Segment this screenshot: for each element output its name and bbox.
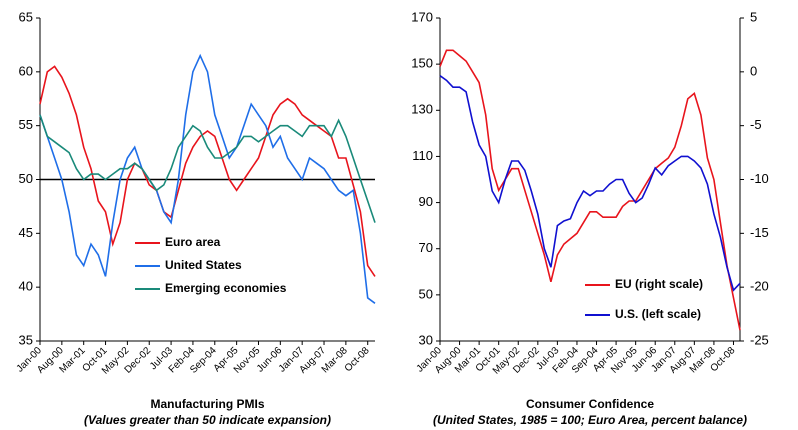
series-line [39,53,376,304]
y-tick-label: 150 [411,56,433,71]
series-line [439,49,741,331]
y-tick-label: 60 [19,63,33,78]
chart-subtitle: (Values greater than 50 indicate expansi… [84,413,331,427]
y2-tick-label: -15 [750,225,769,240]
y2-tick-label: -25 [750,332,769,347]
y-tick-label: 70 [419,240,433,255]
legend-label: Emerging economies [165,281,287,295]
y-tick-label: 65 [19,9,33,24]
legend-label: Euro area [165,235,221,249]
y-tick-label: 110 [412,148,433,163]
y-tick-label: 30 [419,332,433,347]
y-tick-label: 130 [411,102,433,117]
y2-tick-label: -5 [750,117,762,132]
y-tick-label: 50 [419,286,433,301]
series-line [439,75,741,292]
chart-subtitle: (United States, 1985 = 100; Euro Area, p… [433,413,747,427]
y-tick-label: 45 [19,225,33,240]
series-line [39,65,376,277]
chart-title: Consumer Confidence [526,397,654,411]
y-tick-label: 50 [19,171,33,186]
legend-label: U.S. (left scale) [615,307,701,321]
y2-tick-label: 0 [750,63,757,78]
y-tick-label: 90 [419,194,433,209]
y-tick-label: 170 [411,9,433,24]
y2-tick-label: -10 [750,171,769,186]
y-tick-label: 40 [19,279,33,294]
x-tick-label: Oct-08 [343,345,372,374]
y-tick-label: 35 [19,332,33,347]
series-line [39,114,376,223]
y2-tick-label: 5 [750,9,757,24]
legend-label: EU (right scale) [615,277,703,291]
y2-tick-label: -20 [750,279,769,294]
legend-label: United States [165,258,242,272]
chart-title: Manufacturing PMIs [150,397,264,411]
y-tick-label: 55 [19,117,33,132]
